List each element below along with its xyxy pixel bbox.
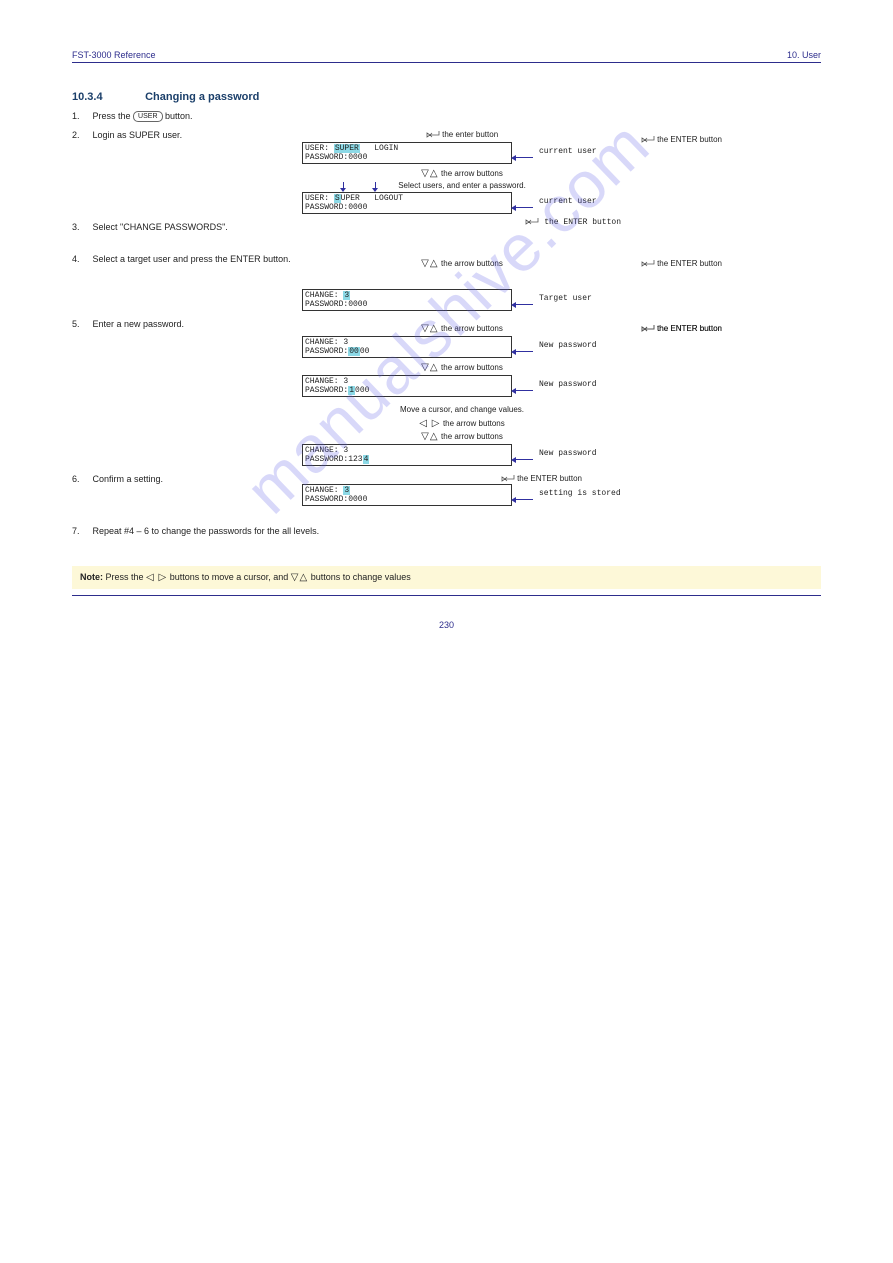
enter-icon (641, 259, 655, 269)
left-right-icon: ◁ ▷ (146, 572, 167, 583)
step-7: 7. Repeat #4 – 6 to change the passwords… (72, 526, 821, 536)
enter-icon (525, 217, 539, 227)
step-4: 4. Select a target user and press the EN… (72, 254, 821, 311)
enter-icon (501, 474, 515, 484)
down-up-icon: ▽△ (291, 572, 308, 583)
lcd-display-7: CHANGE: 3 PASSWORD:0000 setting is store… (302, 484, 512, 506)
lcd-display-2: USER: SUPER LOGOUT PASSWORD:0000 current… (302, 192, 512, 214)
arrow-icon (515, 459, 533, 460)
step-6: 6. Confirm a setting. the ENTER button C… (72, 474, 821, 506)
arrow-icon (515, 207, 533, 208)
header-rule (72, 62, 821, 63)
down-up-icon: ▽△ (421, 323, 438, 334)
arrow-icon (515, 157, 533, 158)
lcd-display-6: CHANGE: 3 PASSWORD:1234 New password (302, 444, 512, 466)
lcd-display-1: USER: SUPER LOGIN PASSWORD:0000 current … (302, 142, 512, 164)
arrow-icon (515, 499, 533, 500)
step-3: 3. Select "CHANGE PASSWORDS". (72, 222, 821, 232)
header-left: FST-3000 Reference (72, 50, 156, 60)
down-up-icon: ▽△ (421, 362, 438, 373)
down-up-icon: ▽△ (421, 258, 438, 269)
lcd-display-5: CHANGE: 3 PASSWORD:1000 New password (302, 375, 512, 397)
down-arrow-icon (340, 182, 348, 192)
user-button-icon: USER (133, 111, 162, 122)
step-5: 5. Enter a new password. ▽△ the arrow bu… (72, 319, 821, 466)
step-2: 2. Login as SUPER user. the enter button… (72, 130, 821, 214)
footer-rule (72, 595, 821, 596)
page-number: 230 (72, 620, 821, 630)
enter-icon (641, 135, 655, 145)
enter-icon (426, 130, 440, 140)
note-box: Note: Press the ◁ ▷ buttons to move a cu… (72, 566, 821, 589)
left-right-icon: ◁ ▷ (419, 418, 440, 429)
down-up-icon: ▽△ (421, 431, 438, 442)
arrow-icon (515, 351, 533, 352)
enter-icon (641, 324, 655, 334)
down-arrow-icon (372, 182, 380, 192)
lcd-display-4: CHANGE: 3 PASSWORD:0000 New password (302, 336, 512, 358)
arrow-icon (515, 304, 533, 305)
section-title: Changing a password (145, 91, 259, 103)
arrow-icon (515, 390, 533, 391)
header-right: 10. User (787, 50, 821, 60)
section-number: 10.3.4 (72, 91, 103, 103)
lcd-display-3: CHANGE: 3 PASSWORD:0000 Target user (302, 289, 512, 311)
step-1: 1. Press the USER button. (72, 111, 821, 122)
page-header: FST-3000 Reference 10. User (72, 50, 821, 60)
down-up-icon: ▽△ (421, 168, 438, 179)
